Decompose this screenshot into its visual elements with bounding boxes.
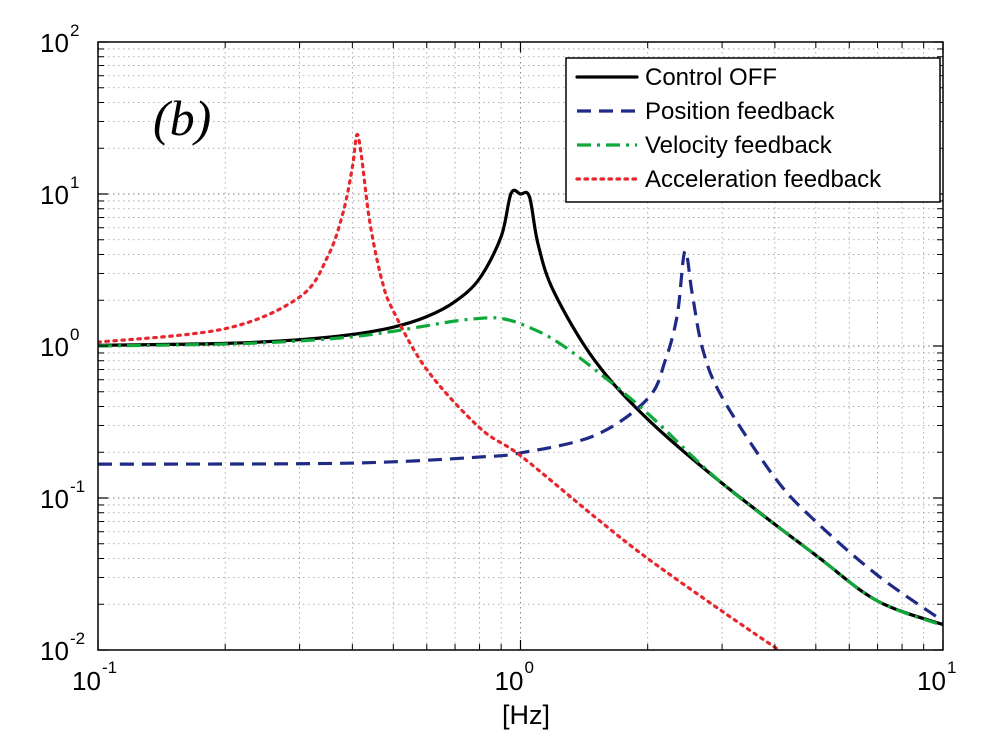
y-tick-base: 10 <box>40 484 69 514</box>
y-tick-exponent: -2 <box>70 629 85 648</box>
x-axis-label: [Hz] <box>502 700 550 730</box>
legend-item: Control OFF <box>575 64 777 91</box>
y-tick-base: 10 <box>40 28 69 58</box>
x-tick-base: 10 <box>495 666 524 696</box>
y-tick-label: 10 -1 <box>40 477 85 514</box>
x-tick-exponent: 0 <box>525 658 534 677</box>
legend: Control OFF Position feedback Velocity fee… <box>565 57 941 203</box>
legend-item: Acceleration feedback <box>575 166 882 193</box>
series-line-acceleration-feedback <box>98 132 782 650</box>
y-tick-label: 10 2 <box>40 21 79 58</box>
series-layer <box>98 132 943 650</box>
y-tick-exponent: -1 <box>70 477 85 496</box>
series-line-control-off <box>98 188 943 627</box>
x-tick-labels: 10 -1 10 0 10 1 <box>72 658 956 696</box>
y-tick-exponent: 0 <box>70 325 79 344</box>
y-tick-base: 10 <box>40 180 69 210</box>
y-tick-base: 10 <box>40 636 69 666</box>
series-line-velocity-feedback <box>98 316 943 627</box>
y-tick-exponent: 1 <box>70 173 79 192</box>
legend-label: Velocity feedback <box>645 132 833 159</box>
y-tick-label: 10 1 <box>40 173 79 210</box>
legend-item: Velocity feedback <box>577 132 833 159</box>
legend-label: Control OFF <box>645 64 777 91</box>
x-tick-exponent: -1 <box>102 658 117 677</box>
legend-label: Position feedback <box>645 98 835 125</box>
legend-item: Position feedback <box>577 98 835 125</box>
legend-label: Acceleration feedback <box>645 166 882 193</box>
y-tick-base: 10 <box>40 332 69 362</box>
series-line-position-feedback <box>98 249 943 623</box>
y-tick-label: 10 0 <box>40 325 79 362</box>
y-tick-exponent: 2 <box>70 21 79 40</box>
x-tick-label: 10 -1 <box>72 658 117 696</box>
x-tick-base: 10 <box>72 666 101 696</box>
x-tick-label: 10 1 <box>917 658 956 696</box>
x-tick-label: 10 0 <box>495 658 534 696</box>
x-tick-exponent: 1 <box>947 658 956 677</box>
y-tick-label: 10 -2 <box>40 629 85 666</box>
x-tick-base: 10 <box>917 666 946 696</box>
panel-label: (b) <box>153 90 211 146</box>
